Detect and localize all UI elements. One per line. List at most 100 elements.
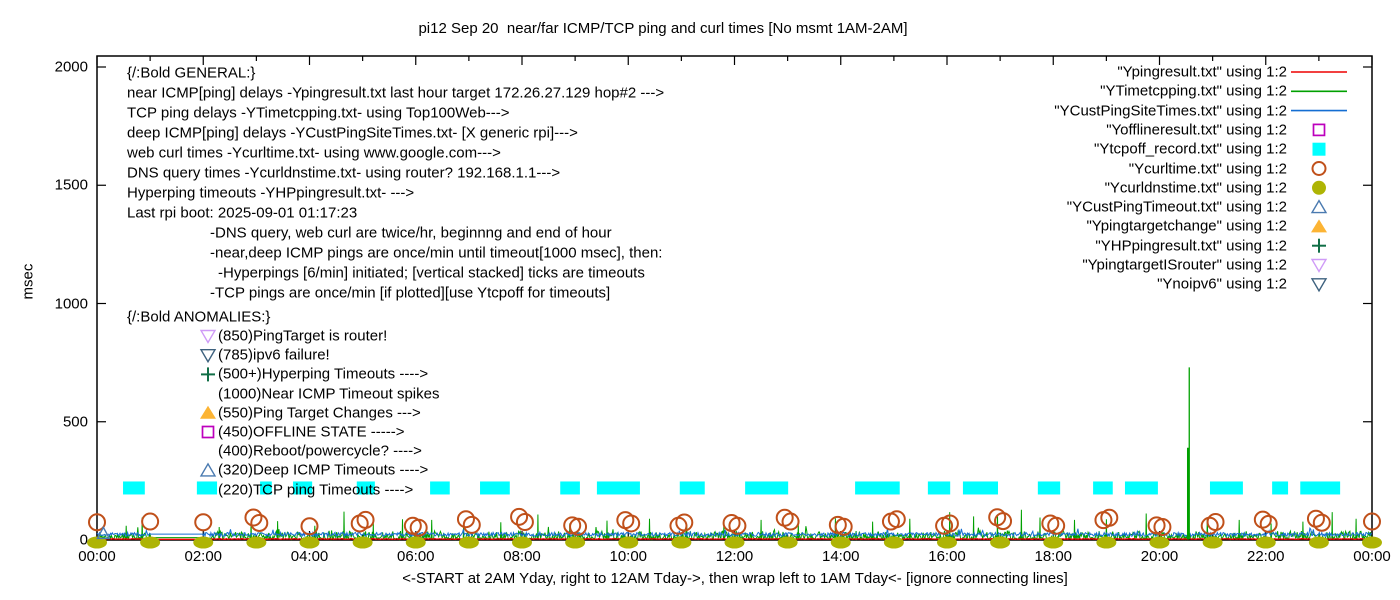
curl-time-marker: [622, 514, 641, 533]
legend-item-label: "YCustPingTimeout.txt" using 1:2: [1066, 198, 1287, 216]
dns-time-marker: [405, 536, 426, 549]
curl-time-marker: [1100, 508, 1119, 527]
tcpoff-marker: [480, 481, 510, 495]
general-text-line: near ICMP[ping] delays -Ypingresult.txt …: [127, 84, 665, 102]
x-tick-label: 14:00: [821, 548, 860, 565]
tcpoff-marker: [560, 481, 580, 495]
tcpoff-marker: [196, 481, 218, 495]
circle-filled-icon: [1312, 180, 1326, 195]
x-tick-label: 10:00: [609, 548, 648, 565]
legend-item-label: "Yofflineresult.txt" using 1:2: [1106, 121, 1287, 139]
anomaly-text-line: (1000)Near ICMP Timeout spikes: [218, 385, 440, 403]
dns-time-marker: [777, 536, 798, 549]
curl-time-marker: [300, 517, 319, 536]
legend-item-label: "YpingtargetISrouter" using 1:2: [1082, 256, 1287, 274]
tcpoff-marker: [927, 481, 951, 495]
tcpoff-marker: [1124, 481, 1158, 495]
y-tick-label: 0: [79, 531, 88, 549]
tcpoff-marker: [855, 481, 900, 495]
dns-time-marker: [1362, 536, 1382, 549]
deep-icmp-timeout-marker: [96, 525, 111, 540]
x-tick-label: 08:00: [503, 548, 541, 565]
general-text-line: {/:Bold GENERAL:}: [127, 64, 256, 82]
general-text-line: deep ICMP[ping] delays -YCustPingSiteTim…: [127, 124, 578, 142]
anomaly-text-line: (450)OFFLINE STATE ----->: [218, 423, 405, 441]
x-tick-label: 18:00: [1034, 548, 1073, 565]
triangle-down-open-icon: [1310, 278, 1328, 293]
curl-time-marker: [250, 513, 269, 532]
anomaly-text-line: (400)Reboot/powercycle? ---->: [218, 442, 422, 460]
curl-time-marker: [1312, 513, 1331, 532]
curl-time-marker: [462, 515, 481, 534]
legend-item-label: "Ypingresult.txt" using 1:2: [1117, 63, 1287, 81]
y-tick-label: 500: [62, 413, 88, 431]
legend-item-label: "YTimetcpping.txt" using 1:2: [1100, 82, 1287, 100]
anomaly-text-line: (220)TCP ping Timeouts ---->: [218, 481, 414, 499]
chart-title: pi12 Sep 20 near/far ICMP/TCP ping and c…: [418, 20, 908, 37]
curl-time-marker: [1153, 517, 1172, 536]
legend-item-label: "Ytcpoff_record.txt" using 1:2: [1094, 140, 1287, 158]
curl-time-marker: [350, 514, 369, 533]
dns-time-marker: [299, 536, 320, 549]
anomaly-text-line: (550)Ping Target Changes --->: [218, 404, 421, 422]
x-tick-label: 06:00: [396, 548, 435, 565]
curl-time-marker: [356, 510, 375, 529]
curl-time-marker: [88, 513, 106, 532]
dns-time-marker: [1202, 536, 1223, 549]
x-tick-label: 16:00: [928, 548, 966, 565]
tcpoff-marker: [1300, 481, 1341, 495]
triangle-down-open-icon: [199, 349, 217, 364]
general-text-line: -near,deep ICMP pings are once/min until…: [210, 244, 663, 262]
curl-time-marker: [675, 513, 694, 532]
dns-time-marker: [352, 536, 373, 549]
legend-item-label: "Ypingtargetchange" using 1:2: [1086, 217, 1287, 235]
legend-item-label: "Ycurldnstime.txt" using 1:2: [1104, 179, 1287, 197]
general-text-line: -TCP pings are once/min [if plotted][use…: [210, 284, 611, 302]
curl-time-marker: [834, 517, 853, 536]
tcpoff-marker: [430, 481, 450, 495]
general-text-line: Hyperping timeouts -YHPpingresult.txt- -…: [127, 184, 415, 202]
x-tick-label: 22:00: [1246, 548, 1285, 565]
dns-time-marker: [512, 536, 532, 549]
y-tick-label: 1500: [54, 176, 88, 194]
tcpoff-marker: [679, 481, 705, 495]
curl-time-marker: [569, 517, 588, 536]
curl-time-marker: [510, 507, 529, 526]
x-axis-label: <-START at 2AM Yday, right to 12AM Tday-…: [402, 570, 1068, 587]
curl-time-marker: [244, 508, 263, 527]
y-axis-label: msec: [19, 263, 37, 300]
general-text-line: -DNS query, web curl are twice/hr, begin…: [210, 224, 612, 242]
y-tick-label: 1000: [54, 295, 88, 312]
tcpoff-marker: [596, 481, 640, 495]
curl-time-marker: [775, 508, 794, 527]
general-text-line: web curl times -Ycurltime.txt- using www…: [127, 144, 501, 162]
triangle-up-open-icon: [199, 462, 217, 477]
legend-item-label: "Ycurltime.txt" using 1:2: [1128, 160, 1287, 177]
dns-time-marker: [193, 536, 214, 549]
anomaly-text-line: (850)PingTarget is router!: [218, 327, 388, 345]
dns-time-marker: [1308, 536, 1329, 549]
curl-time-marker: [887, 510, 906, 529]
square-open-icon: [1312, 123, 1326, 137]
dns-time-marker: [724, 536, 745, 549]
curl-time-marker: [1206, 513, 1225, 532]
square-filled-icon: [1312, 142, 1326, 156]
dns-time-marker: [618, 536, 639, 549]
dns-time-marker: [1096, 536, 1117, 549]
x-tick-label: 12:00: [715, 548, 754, 565]
curl-time-marker: [141, 512, 160, 531]
triangle-up-filled-icon: [200, 405, 216, 419]
x-tick-label: 00:00: [78, 548, 116, 565]
curl-time-marker: [515, 513, 534, 532]
dns-time-marker: [937, 536, 957, 549]
general-text-line: Last rpi boot: 2025-09-01 01:17:23: [127, 204, 358, 222]
curl-time-marker: [1259, 514, 1278, 533]
x-tick-label: 20:00: [1140, 548, 1179, 565]
triangle-down-open-icon: [199, 329, 217, 344]
triangle-down-open-icon: [1310, 258, 1328, 273]
dns-time-marker: [830, 536, 851, 549]
tcpoff-marker: [962, 481, 998, 495]
dns-time-marker: [883, 536, 904, 549]
tcpoff-marker: [356, 481, 375, 495]
curl-time-marker: [781, 512, 800, 531]
